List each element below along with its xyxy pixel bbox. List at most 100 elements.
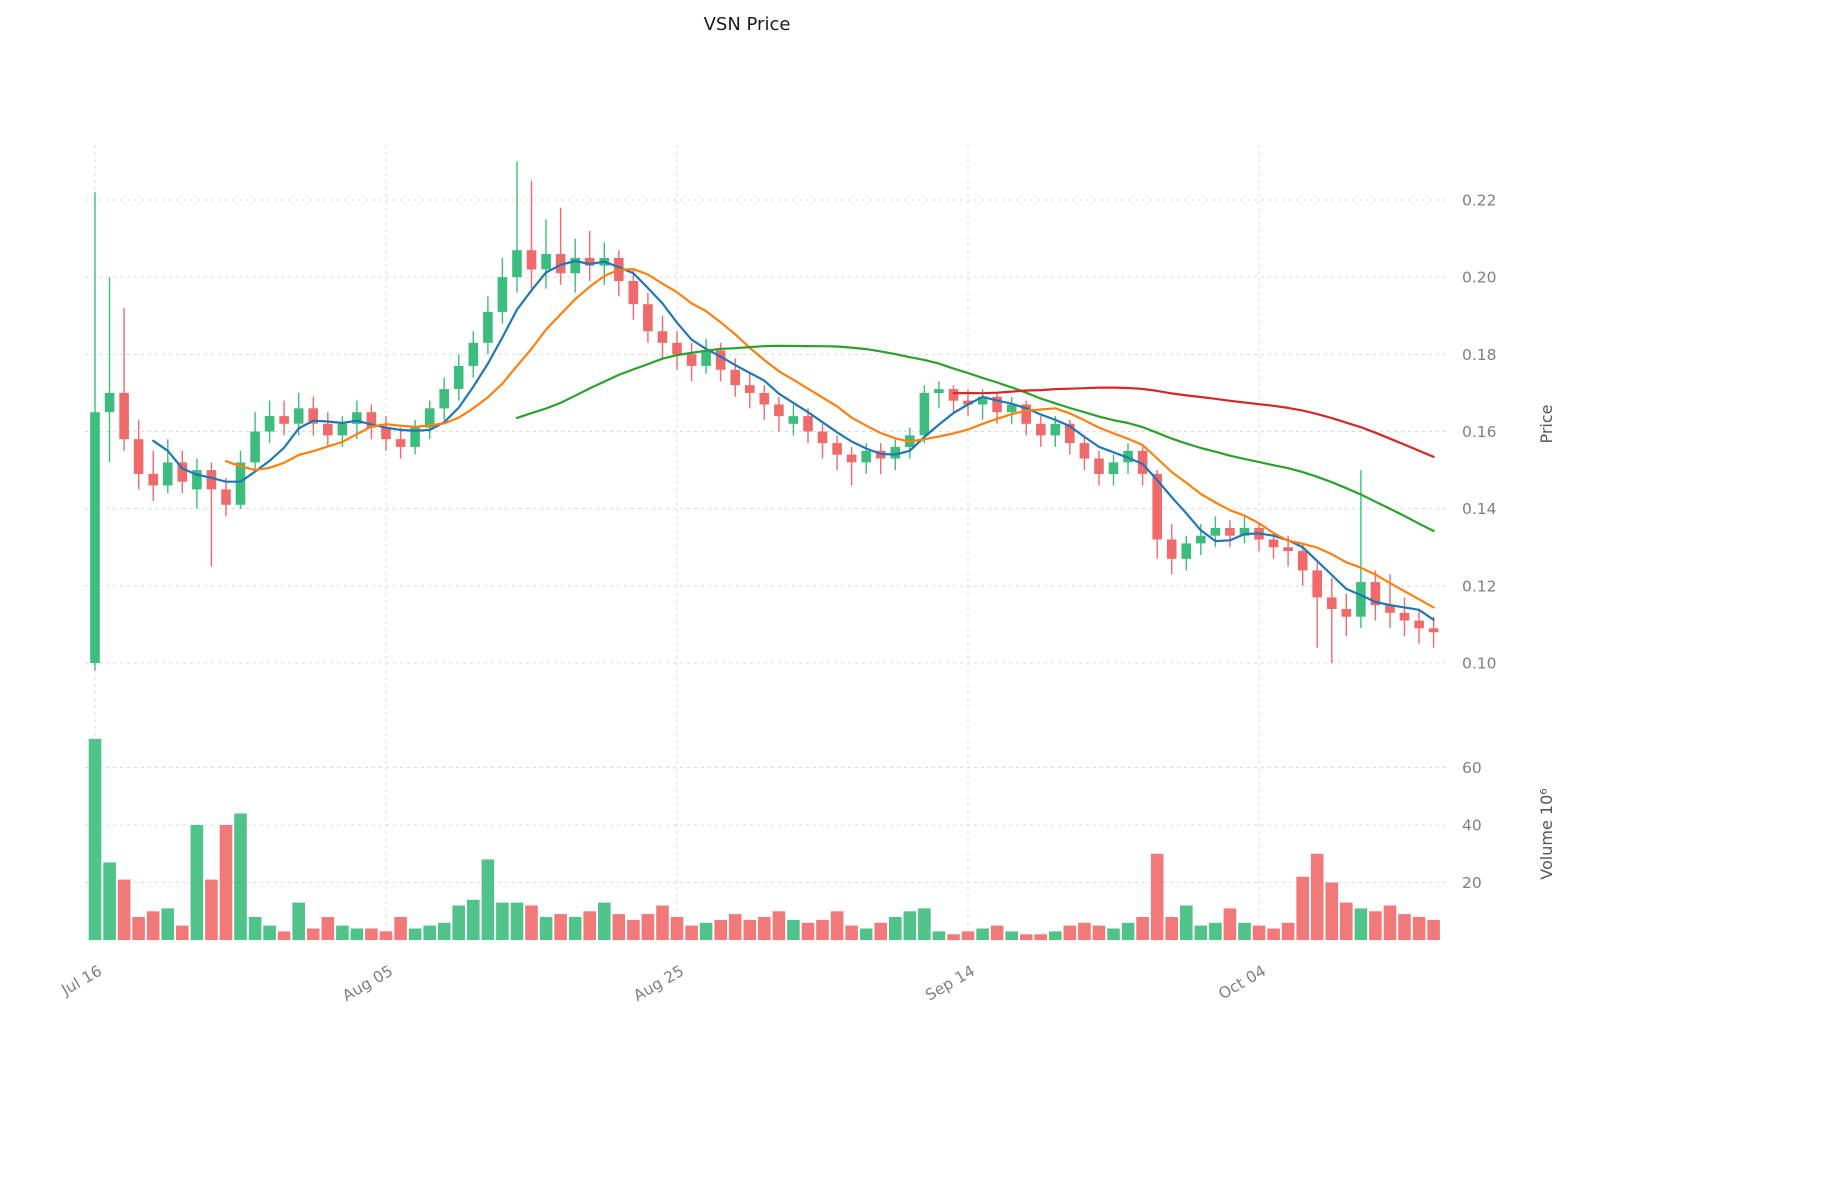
volume-tick-label: 40 bbox=[1462, 817, 1482, 835]
volume-bar bbox=[408, 928, 422, 940]
candle-body bbox=[1196, 535, 1206, 544]
volume-bar bbox=[452, 905, 465, 940]
volume-bar bbox=[1325, 882, 1339, 940]
candle-body bbox=[1166, 539, 1177, 559]
volume-bar bbox=[1165, 917, 1178, 940]
ma-line-sma-5 bbox=[152, 259, 1435, 621]
volume-bar bbox=[758, 917, 771, 940]
candle-body bbox=[424, 408, 435, 428]
volume-axis-title: Volume 10⁶ bbox=[1537, 788, 1556, 879]
volume-bar bbox=[1019, 934, 1033, 941]
ma-line-sma-30 bbox=[515, 344, 1435, 533]
volume-bar bbox=[1369, 911, 1382, 941]
volume-bar bbox=[1223, 908, 1237, 940]
volume-bar bbox=[176, 925, 189, 940]
chart-layers: 0.10 0.12 0.14 0.16 0.18 0.20 0.22 20 40 60 Jul 16… bbox=[58, 145, 1556, 1005]
ma-line-sma-60 bbox=[952, 386, 1435, 458]
candles bbox=[90, 161, 1439, 671]
candle-body bbox=[104, 392, 115, 413]
candle-body bbox=[846, 454, 857, 463]
candle-body bbox=[584, 257, 595, 266]
candle-body bbox=[730, 369, 740, 386]
candle-body bbox=[686, 354, 697, 366]
candle-body bbox=[221, 489, 231, 505]
volume-bar bbox=[1427, 919, 1440, 940]
candle-body bbox=[337, 423, 348, 436]
candle-body bbox=[1225, 528, 1235, 536]
volume-bar bbox=[248, 917, 262, 940]
volume-tick-label: 60 bbox=[1462, 759, 1482, 777]
volume-bar bbox=[161, 908, 174, 940]
volume-bar bbox=[481, 859, 495, 940]
volume-bar bbox=[219, 825, 233, 940]
candle-body bbox=[1385, 605, 1395, 613]
volume-bar bbox=[1107, 928, 1120, 940]
volume-bar bbox=[641, 914, 655, 940]
volume-bar bbox=[336, 925, 349, 940]
date-tick-label: Aug 05 bbox=[339, 962, 396, 1005]
volume-bar bbox=[728, 914, 742, 940]
volume-bar bbox=[394, 917, 407, 940]
candle-body bbox=[293, 408, 304, 424]
volume-bar bbox=[627, 919, 640, 940]
volume-bar bbox=[583, 911, 596, 941]
volume-bar bbox=[1252, 925, 1266, 940]
candle-body bbox=[1181, 543, 1192, 559]
volume-bar bbox=[321, 917, 335, 940]
candle-body bbox=[657, 331, 668, 343]
candle-body bbox=[192, 470, 202, 490]
candle-body bbox=[133, 439, 144, 474]
axis-titles: Price Volume 10⁶ bbox=[1537, 404, 1556, 879]
volume-bars bbox=[88, 738, 1440, 941]
volume-bar bbox=[510, 902, 524, 940]
candle-body bbox=[992, 396, 1002, 413]
volume-bar bbox=[714, 919, 727, 940]
price-tick-label: 0.16 bbox=[1462, 423, 1497, 441]
chart-title: VSN Price bbox=[704, 14, 791, 35]
volume-bar bbox=[365, 928, 378, 940]
volume-bar bbox=[1092, 925, 1106, 940]
volume-bar bbox=[1383, 905, 1397, 940]
candle-body bbox=[1006, 404, 1017, 413]
candle-body bbox=[701, 350, 711, 366]
volume-bar bbox=[103, 862, 116, 940]
volume-bar bbox=[903, 911, 917, 941]
volume-bar bbox=[961, 931, 975, 940]
candle-body bbox=[264, 416, 275, 432]
candle-body bbox=[1210, 528, 1221, 536]
date-tick-label: Aug 25 bbox=[630, 962, 687, 1005]
candle-body bbox=[119, 392, 129, 440]
price-tick-label: 0.18 bbox=[1462, 346, 1497, 364]
volume-bar bbox=[947, 934, 960, 941]
ma-line-sma-10 bbox=[224, 268, 1435, 609]
volume-bar bbox=[117, 879, 131, 940]
candle-body bbox=[206, 470, 217, 490]
price-tick-label: 0.12 bbox=[1462, 577, 1497, 595]
candle-body bbox=[410, 427, 420, 447]
candle-body bbox=[628, 281, 639, 305]
volume-bar bbox=[1209, 922, 1222, 941]
candle-body bbox=[1065, 423, 1075, 444]
volume-bar bbox=[539, 917, 553, 940]
volume-bar bbox=[787, 919, 800, 940]
candle-body bbox=[1079, 443, 1090, 459]
candle-body bbox=[1050, 423, 1061, 436]
volume-bar bbox=[1150, 853, 1164, 941]
candle-body bbox=[832, 443, 842, 455]
candle-body bbox=[439, 389, 449, 409]
volume-bar bbox=[1063, 925, 1077, 940]
volume-bar bbox=[1354, 908, 1368, 940]
volume-bar bbox=[1340, 902, 1353, 940]
volume-bar bbox=[350, 928, 364, 940]
volume-bar bbox=[874, 922, 887, 941]
candle-body bbox=[570, 257, 580, 274]
volume-bar bbox=[1078, 922, 1091, 941]
date-tick-label: Sep 14 bbox=[922, 962, 978, 1005]
volume-bar bbox=[1005, 931, 1018, 940]
candle-body bbox=[366, 412, 377, 428]
volume-tick-label: 20 bbox=[1462, 874, 1482, 892]
candle-body bbox=[1356, 582, 1366, 617]
volume-bar bbox=[88, 738, 102, 941]
candle-body bbox=[352, 412, 362, 424]
volume-bar bbox=[990, 925, 1004, 940]
